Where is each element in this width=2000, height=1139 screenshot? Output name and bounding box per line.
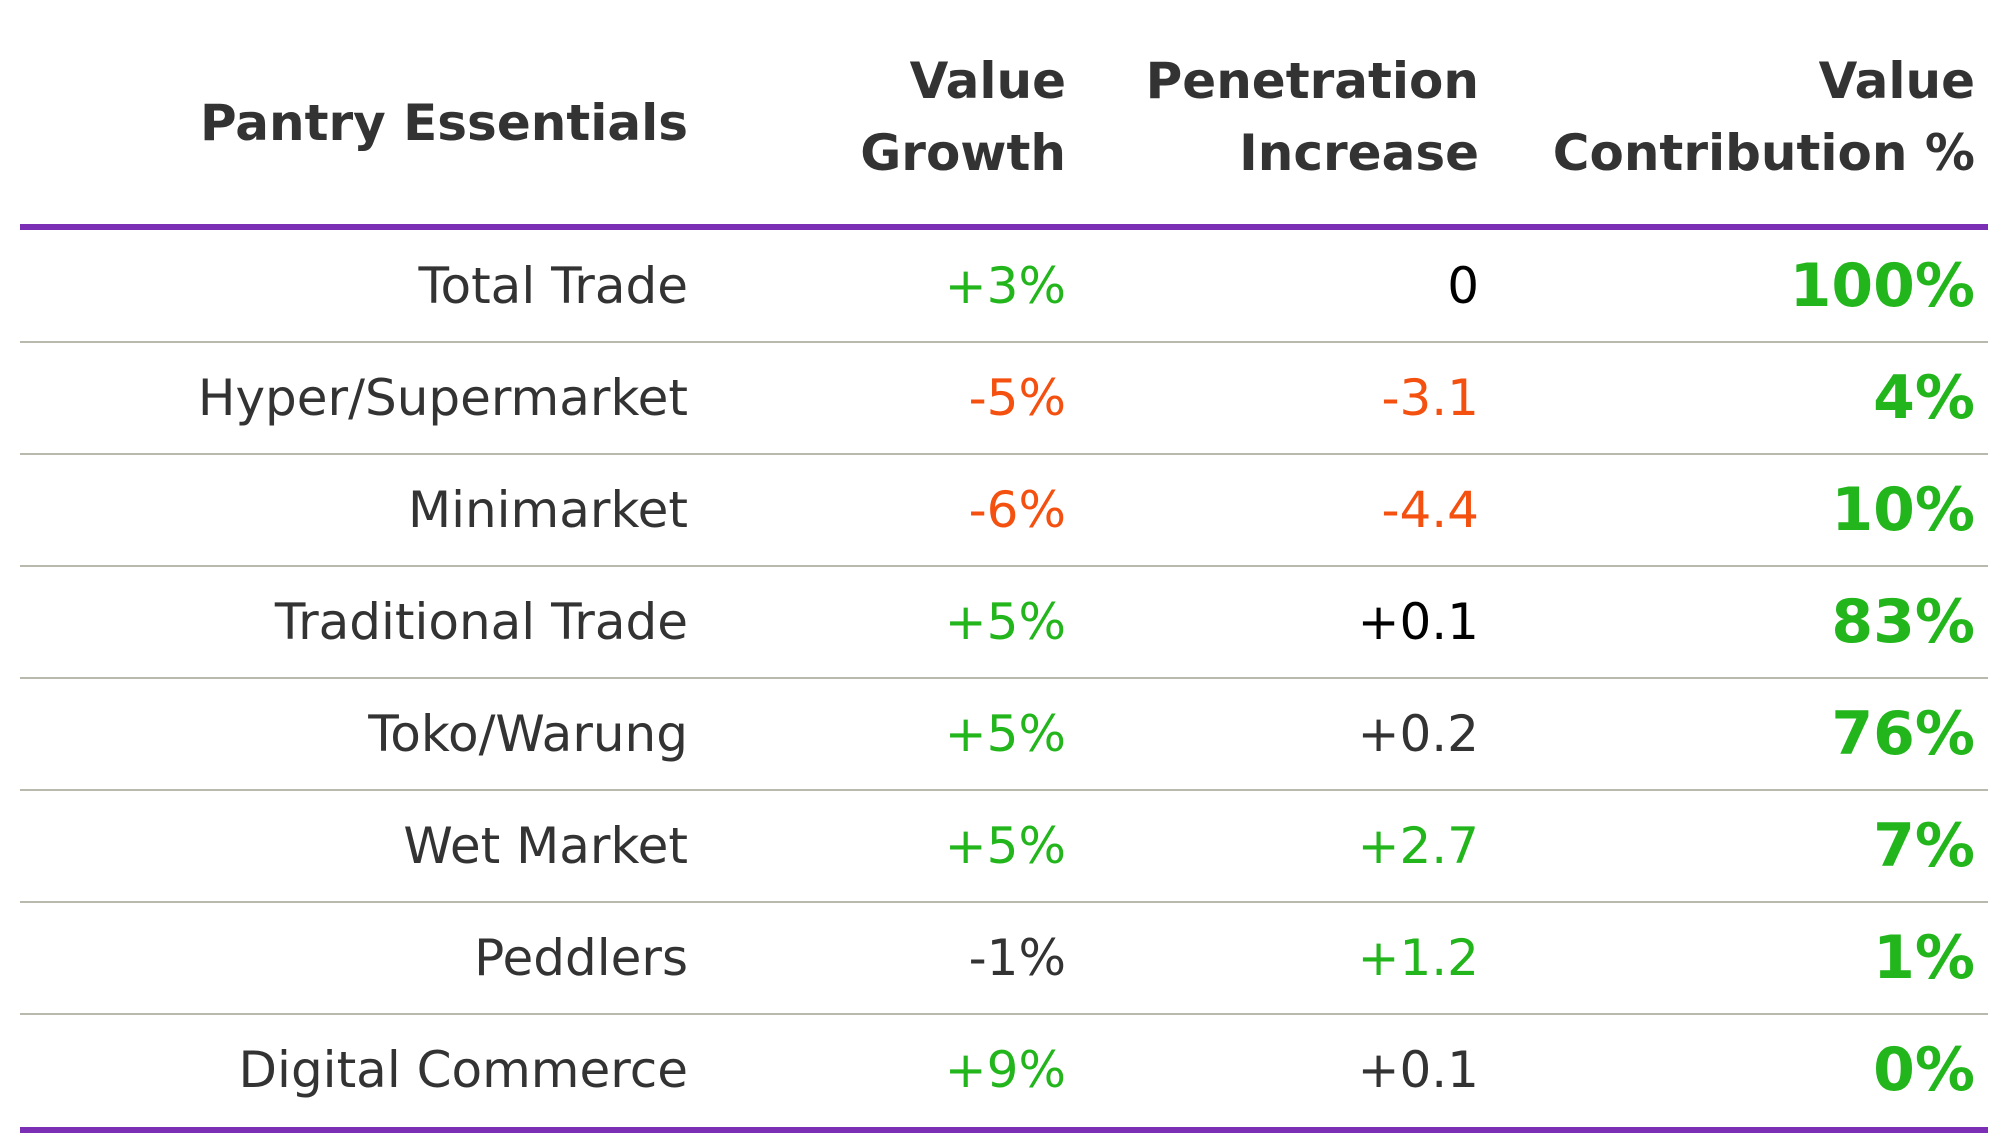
header-line: Contribution % xyxy=(1552,124,1975,182)
bottom-rule xyxy=(20,1127,1988,1133)
value-growth-cell: +9% xyxy=(944,1041,1066,1099)
channel-label: Peddlers xyxy=(474,929,688,987)
table-row: Total Trade +3% 0 100% xyxy=(20,230,1988,342)
table-row: Peddlers -1% +1.2 1% xyxy=(20,902,1988,1014)
channel-label: Toko/Warung xyxy=(368,705,688,763)
contribution-cell: 4% xyxy=(1873,363,1975,433)
header-penetration-increase: Penetration Increase xyxy=(1146,45,1479,189)
table-row: Toko/Warung +5% +0.2 76% xyxy=(20,678,1988,790)
value-growth-cell: -5% xyxy=(968,369,1066,427)
channel-label: Total Trade xyxy=(418,257,688,315)
value-growth-cell: +5% xyxy=(944,817,1066,875)
row-divider xyxy=(20,453,1988,455)
contribution-cell: 10% xyxy=(1831,475,1975,545)
penetration-cell: +2.7 xyxy=(1357,817,1479,875)
row-divider xyxy=(20,1013,1988,1015)
value-growth-cell: +5% xyxy=(944,705,1066,763)
row-divider xyxy=(20,789,1988,791)
value-growth-cell: +3% xyxy=(944,257,1066,315)
channel-label: Traditional Trade xyxy=(274,593,688,651)
channel-label: Wet Market xyxy=(403,817,688,875)
contribution-cell: 83% xyxy=(1831,587,1975,657)
header-rule xyxy=(20,224,1988,230)
row-divider xyxy=(20,901,1988,903)
row-divider xyxy=(20,565,1988,567)
penetration-cell: +0.1 xyxy=(1357,1041,1479,1099)
row-divider xyxy=(20,341,1988,343)
header-line: Value xyxy=(909,52,1066,110)
channel-table: Pantry Essentials Value Growth Penetrati… xyxy=(20,0,1988,1133)
header-value-growth: Value Growth xyxy=(860,45,1066,189)
contribution-cell: 76% xyxy=(1831,699,1975,769)
value-growth-cell: -1% xyxy=(968,929,1066,987)
penetration-cell: -3.1 xyxy=(1381,369,1479,427)
header-pantry-essentials: Pantry Essentials xyxy=(200,87,688,159)
penetration-cell: +0.2 xyxy=(1357,705,1479,763)
value-growth-cell: +5% xyxy=(944,593,1066,651)
table-row: Digital Commerce +9% +0.1 0% xyxy=(20,1014,1988,1126)
header-line: Penetration xyxy=(1145,52,1479,110)
penetration-cell: 0 xyxy=(1447,257,1479,315)
contribution-cell: 1% xyxy=(1873,923,1975,993)
penetration-cell: +1.2 xyxy=(1357,929,1479,987)
penetration-cell: +0.1 xyxy=(1357,593,1479,651)
contribution-cell: 0% xyxy=(1873,1035,1975,1105)
header-line: Pantry Essentials xyxy=(199,94,688,152)
table-header: Pantry Essentials Value Growth Penetrati… xyxy=(20,0,1988,227)
row-divider xyxy=(20,677,1988,679)
value-growth-cell: -6% xyxy=(968,481,1066,539)
header-line: Growth xyxy=(860,124,1066,182)
table-row: Hyper/Supermarket -5% -3.1 4% xyxy=(20,342,1988,454)
penetration-cell: -4.4 xyxy=(1381,481,1479,539)
contribution-cell: 7% xyxy=(1873,811,1975,881)
table-row: Minimarket -6% -4.4 10% xyxy=(20,454,1988,566)
header-line: Increase xyxy=(1239,124,1479,182)
header-line: Value xyxy=(1818,52,1975,110)
contribution-cell: 100% xyxy=(1789,251,1975,321)
channel-label: Digital Commerce xyxy=(238,1041,688,1099)
channel-label: Hyper/Supermarket xyxy=(197,369,688,427)
channel-label: Minimarket xyxy=(407,481,688,539)
table-row: Traditional Trade +5% +0.1 83% xyxy=(20,566,1988,678)
header-value-contribution: Value Contribution % xyxy=(1553,45,1975,189)
table-row: Wet Market +5% +2.7 7% xyxy=(20,790,1988,902)
